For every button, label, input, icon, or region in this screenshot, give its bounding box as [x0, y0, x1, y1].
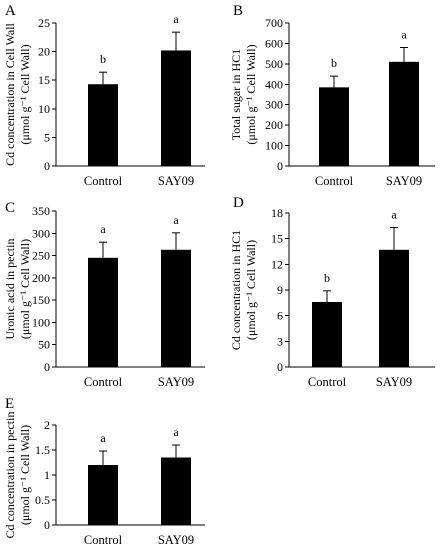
y-tick-label: 25 — [38, 16, 50, 30]
y-tick-label: 400 — [265, 77, 283, 91]
bar-control — [88, 84, 118, 166]
bar-say09 — [161, 457, 191, 525]
y-tick-label: 18 — [271, 206, 283, 220]
significance-letter: a — [173, 213, 179, 227]
bar-say09 — [389, 61, 419, 166]
y-axis-label: (μmol g⁻¹ Cell Wall) — [18, 425, 32, 525]
bar-control — [88, 465, 118, 525]
category-label: SAY09 — [386, 174, 422, 188]
panel-letter: E — [5, 396, 14, 412]
y-tick-label: 5 — [44, 130, 50, 144]
category-label: SAY09 — [158, 174, 194, 188]
category-label: SAY09 — [376, 375, 412, 389]
panel-d: D 0 3 6 9 12 15 18 Cd concentration in HC1 (μmol … — [229, 195, 435, 389]
panel-letter: A — [5, 3, 16, 19]
y-tick-label: 0 — [44, 360, 50, 374]
category-label: SAY09 — [158, 533, 194, 547]
y-tick-label: 700 — [265, 16, 283, 30]
category-label: Control — [84, 533, 123, 547]
y-tick-label: 15 — [38, 73, 50, 87]
significance-letter: a — [401, 28, 407, 42]
category-label: Control — [315, 174, 354, 188]
significance-letter: a — [391, 208, 397, 222]
y-tick-label: 600 — [265, 36, 283, 50]
y-tick-label: 2 — [44, 418, 50, 432]
y-axis-label: (μmol g⁻¹ Cell Wall) — [18, 239, 32, 339]
significance-letter: b — [100, 52, 106, 66]
y-tick-label: 12 — [271, 257, 283, 271]
significance-letter: a — [100, 222, 106, 236]
y-tick-label: 300 — [32, 226, 50, 240]
panel-e: E 0 0.5 1 1.5 2 Cd concentration in pectin (μmo… — [3, 396, 205, 547]
y-axis-label: Cd concentration in HC1 — [229, 230, 243, 350]
y-tick-label: 9 — [277, 283, 283, 297]
y-tick-label: 250 — [32, 249, 50, 263]
bar-say09 — [379, 249, 409, 367]
y-tick-label: 0 — [44, 518, 50, 532]
y-tick-label: 0 — [277, 360, 283, 374]
y-tick-label: 1.5 — [35, 443, 50, 457]
y-tick-label: 6 — [277, 309, 283, 323]
y-tick-label: 0 — [44, 159, 50, 173]
y-axis-label: Total sugar in HC1 — [229, 49, 243, 140]
y-axis-label: (μmol g⁻¹ Cell Wall) — [18, 44, 32, 144]
significance-letter: a — [173, 12, 179, 26]
category-label: Control — [308, 375, 347, 389]
y-tick-label: 0 — [277, 159, 283, 173]
y-tick-label: 3 — [277, 334, 283, 348]
panel-b: B 0 100 200 300 400 500 600 700 Total sugar in HC… — [229, 3, 435, 188]
y-axis-label: (μmol g⁻¹ Cell Wall) — [244, 44, 258, 144]
panel-letter: B — [233, 3, 243, 19]
y-tick-label: 1 — [44, 468, 50, 482]
category-label: Control — [84, 375, 123, 389]
y-tick-label: 300 — [265, 98, 283, 112]
significance-letter: a — [173, 425, 179, 439]
y-tick-label: 500 — [265, 57, 283, 71]
panel-a: A 0 5 10 15 20 25 Cd concentration in Cell Wall… — [3, 3, 205, 188]
bar-say09 — [161, 249, 191, 367]
panel-letter: D — [233, 195, 244, 211]
y-tick-label: 20 — [38, 45, 50, 59]
bar-control — [88, 257, 118, 367]
category-label: Control — [84, 174, 123, 188]
y-tick-label: 350 — [32, 204, 50, 218]
y-axis-label: Cd concentration in Cell Wall — [3, 22, 17, 165]
y-tick-label: 150 — [32, 293, 50, 307]
bar-control — [312, 301, 342, 367]
bar-say09 — [161, 50, 191, 166]
y-tick-label: 200 — [32, 271, 50, 285]
y-tick-label: 200 — [265, 118, 283, 132]
y-tick-label: 100 — [32, 315, 50, 329]
y-axis-label: Cd concentration in pectin — [3, 412, 17, 539]
y-axis-label: (μmol g⁻¹ Cell Wall) — [244, 240, 258, 340]
bar-control — [319, 87, 349, 166]
panel-c: C 0 50 100 150 200 250 300 350 Uronic acid in pec… — [3, 200, 205, 389]
panel-letter: C — [5, 200, 15, 216]
y-tick-label: 50 — [38, 338, 50, 352]
significance-letter: b — [331, 56, 337, 70]
y-tick-label: 15 — [271, 232, 283, 246]
y-tick-label: 0.5 — [35, 493, 50, 507]
significance-letter: a — [100, 431, 106, 445]
significance-letter: b — [324, 271, 330, 285]
category-label: SAY09 — [158, 375, 194, 389]
y-tick-label: 10 — [38, 102, 50, 116]
y-tick-label: 100 — [265, 139, 283, 153]
y-axis-label: Uronic acid in pectin — [3, 239, 17, 340]
